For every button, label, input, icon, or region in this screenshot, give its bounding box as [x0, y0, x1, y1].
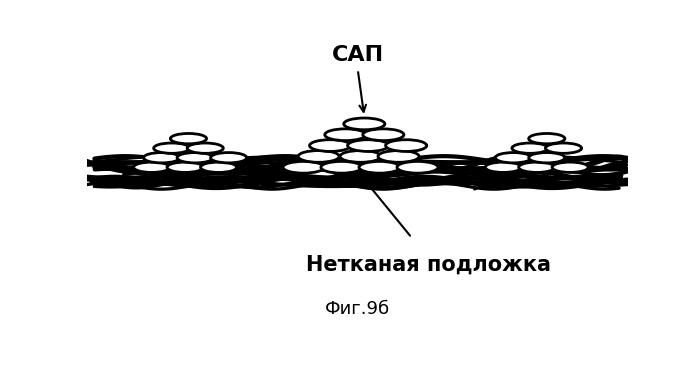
Ellipse shape — [283, 162, 324, 173]
Ellipse shape — [133, 162, 170, 172]
Ellipse shape — [363, 129, 404, 141]
Ellipse shape — [385, 140, 426, 151]
Ellipse shape — [340, 151, 381, 162]
Ellipse shape — [397, 162, 438, 173]
Ellipse shape — [512, 143, 548, 153]
Ellipse shape — [321, 162, 362, 173]
Ellipse shape — [167, 162, 203, 172]
Ellipse shape — [309, 140, 350, 151]
Ellipse shape — [187, 143, 223, 153]
Ellipse shape — [528, 134, 565, 144]
Ellipse shape — [200, 162, 237, 172]
Ellipse shape — [519, 162, 555, 172]
Ellipse shape — [359, 162, 400, 173]
Text: Нетканая подложка: Нетканая подложка — [306, 255, 551, 275]
Ellipse shape — [495, 153, 531, 163]
Ellipse shape — [154, 143, 190, 153]
Ellipse shape — [378, 151, 419, 162]
Ellipse shape — [211, 153, 246, 163]
Ellipse shape — [348, 140, 389, 151]
Ellipse shape — [552, 162, 588, 172]
Ellipse shape — [298, 151, 339, 162]
Text: Фиг.9б: Фиг.9б — [325, 300, 390, 319]
Ellipse shape — [170, 134, 207, 144]
Ellipse shape — [343, 118, 385, 130]
Ellipse shape — [325, 129, 366, 141]
Ellipse shape — [485, 162, 521, 172]
Ellipse shape — [177, 153, 214, 163]
Ellipse shape — [528, 153, 565, 163]
Ellipse shape — [545, 143, 581, 153]
Ellipse shape — [144, 153, 180, 163]
Text: САП: САП — [332, 45, 384, 65]
